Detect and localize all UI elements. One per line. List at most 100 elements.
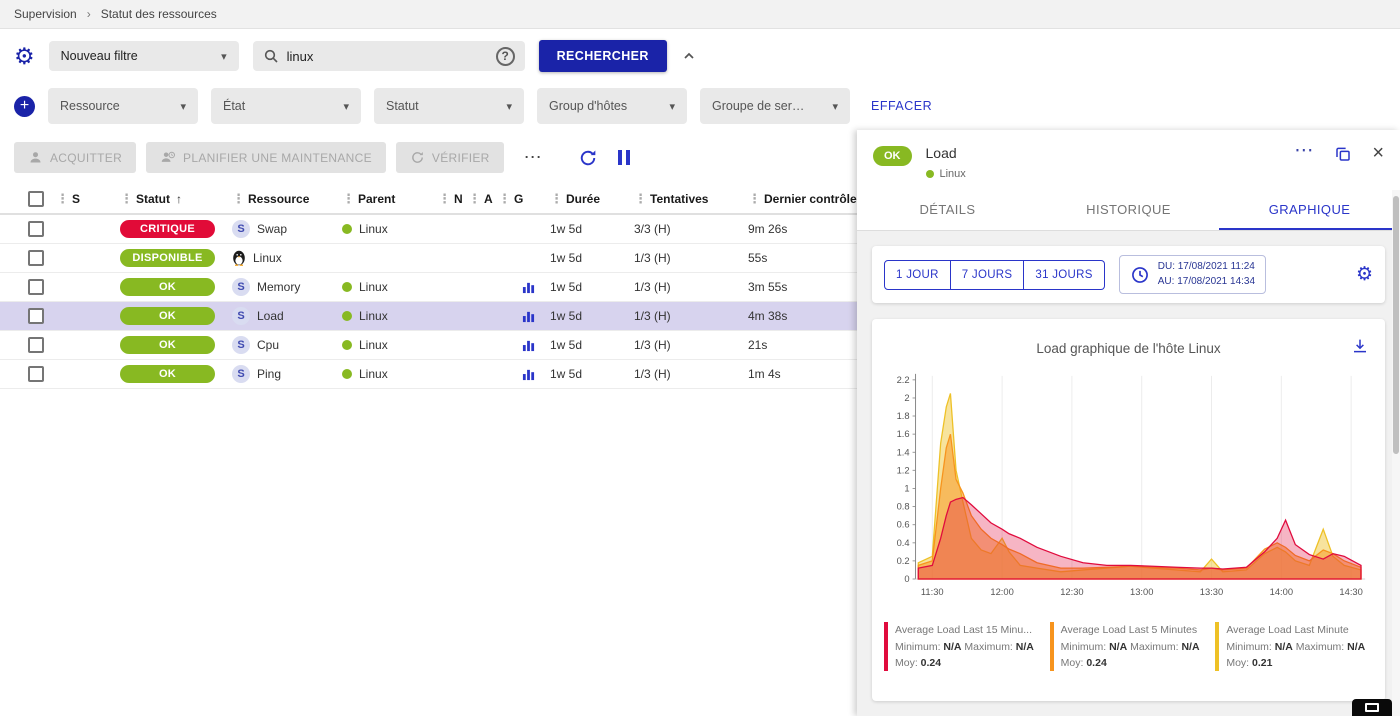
tab-details[interactable]: DÉTAILS (919, 202, 976, 217)
criteria-select-etat[interactable]: État ▾ (211, 88, 361, 124)
table-row[interactable]: CRITIQUE S Swap Linux 1w 5d 3/3 (H) 9m 26… (0, 215, 857, 244)
column-menu-icon[interactable]: ⋮ (748, 191, 761, 206)
check-button[interactable]: VÉRIFIER (395, 142, 504, 173)
filter-area: ⚙ Nouveau filtre ▾ ? RECHERCHER + Ressou… (0, 29, 1400, 130)
load-chart-area[interactable]: 11:30 12:00 12:30 13:00 13:30 14:00 14:30 0 0.2 0… (882, 368, 1375, 616)
row-checkbox[interactable] (28, 337, 44, 353)
panel-title: Load (925, 145, 957, 161)
range-1day-button[interactable]: 1 JOUR (884, 259, 951, 290)
resource-name: Load (257, 309, 284, 323)
column-header-duration[interactable]: ⋮ Durée (550, 191, 601, 206)
graph-icon[interactable] (522, 281, 535, 294)
column-menu-icon[interactable]: ⋮ (120, 191, 133, 206)
row-checkbox[interactable] (28, 221, 44, 237)
column-header-resource[interactable]: ⋮ Ressource (232, 191, 310, 206)
column-header-a[interactable]: ⋮ A (468, 191, 493, 206)
graph-icon[interactable] (522, 339, 535, 352)
breadcrumb-item-supervision[interactable]: Supervision (14, 7, 77, 21)
status-badge: OK (120, 336, 215, 354)
svg-text:13:30: 13:30 (1200, 587, 1223, 597)
tab-historique[interactable]: HISTORIQUE (1086, 202, 1171, 217)
table-row[interactable]: DISPONIBLE Linux 1w 5d 1/3 (H) 55s (0, 244, 857, 273)
maintenance-icon (160, 150, 176, 165)
column-menu-icon[interactable]: ⋮ (438, 191, 451, 206)
duration-cell: 1w 5d (550, 309, 583, 323)
more-actions-button[interactable]: ⋯ (514, 147, 554, 168)
criteria-select-statut[interactable]: Statut ▾ (374, 88, 524, 124)
column-menu-icon[interactable]: ⋮ (468, 191, 481, 206)
column-header-g[interactable]: ⋮ G (498, 191, 524, 206)
custom-period-box[interactable]: DU: 17/08/2021 11:24 AU: 17/08/2021 14:3… (1118, 255, 1267, 294)
status-badge: OK (873, 146, 912, 166)
search-input[interactable] (286, 48, 488, 64)
scrollbar-thumb[interactable] (1393, 196, 1399, 454)
column-header-parent[interactable]: ⋮ Parent (342, 191, 396, 206)
add-criteria-button[interactable]: + (14, 95, 35, 117)
row-checkbox[interactable] (28, 366, 44, 382)
help-icon[interactable]: ? (495, 46, 515, 66)
pause-autorefresh-icon[interactable] (617, 150, 630, 165)
legend-item[interactable]: Average Load Last Minute Minimum: N/A Ma… (1215, 622, 1373, 672)
search-box[interactable]: ? (252, 41, 525, 71)
resource-name: Cpu (257, 338, 280, 352)
row-checkbox[interactable] (28, 250, 44, 266)
tab-graphique[interactable]: GRAPHIQUE (1219, 190, 1400, 230)
column-menu-icon[interactable]: ⋮ (56, 191, 69, 206)
svg-text:1: 1 (904, 483, 909, 493)
panel-body: 1 JOUR 7 JOURS 31 JOURS DU: 17/08/2021 1… (857, 231, 1400, 716)
column-menu-icon[interactable]: ⋮ (232, 191, 245, 206)
select-all-checkbox[interactable] (28, 191, 44, 207)
downtime-button[interactable]: PLANIFIER UNE MAINTENANCE (146, 142, 386, 173)
range-7days-button[interactable]: 7 JOURS (950, 259, 1025, 290)
table-row[interactable]: OK S Load Linux 1w 5d 1/3 (H) 4m 38s (0, 302, 857, 331)
filter-settings-gear-icon[interactable]: ⚙ (14, 42, 35, 69)
svg-text:11:30: 11:30 (921, 587, 944, 597)
column-menu-icon[interactable]: ⋮ (342, 191, 355, 206)
row-checkbox[interactable] (28, 308, 44, 324)
criteria-select-hostgroup[interactable]: Group d'hôtes ▾ (537, 88, 687, 124)
graph-settings-gear-icon[interactable]: ⚙ (1355, 264, 1373, 285)
sort-asc-icon: ↑ (176, 192, 182, 206)
chevron-down-icon: ▾ (180, 100, 186, 113)
column-header-tries[interactable]: ⋮ Tentatives (634, 191, 709, 206)
column-menu-icon[interactable]: ⋮ (634, 191, 647, 206)
search-button[interactable]: RECHERCHER (538, 40, 667, 72)
column-menu-icon[interactable]: ⋮ (498, 191, 511, 206)
range-31days-button[interactable]: 31 JOURS (1024, 259, 1105, 290)
legend-item[interactable]: Average Load Last 15 Minu... Minimum: N/… (884, 622, 1042, 672)
graph-icon[interactable] (522, 368, 535, 381)
criteria-select-resource[interactable]: Ressource ▾ (48, 88, 198, 124)
chevron-down-icon: ▾ (506, 100, 512, 113)
legend-item[interactable]: Average Load Last 5 Minutes Minimum: N/A… (1049, 622, 1208, 672)
table-row[interactable]: OK S Cpu Linux 1w 5d 1/3 (H) 21s (0, 331, 857, 360)
column-header-lastcheck[interactable]: ⋮ Dernier contrôle (748, 191, 857, 206)
column-header-severity[interactable]: ⋮ S (56, 191, 81, 206)
saved-filter-select[interactable]: Nouveau filtre ▾ (48, 41, 239, 71)
person-icon (28, 150, 43, 165)
svg-text:14:00: 14:00 (1270, 587, 1293, 597)
status-dot (342, 282, 352, 292)
close-panel-icon[interactable]: × (1372, 142, 1384, 164)
column-header-n[interactable]: ⋮ N (438, 191, 463, 206)
graph-icon[interactable] (522, 310, 535, 323)
panel-more-icon[interactable]: ⋯ (1294, 140, 1315, 161)
acknowledge-button[interactable]: ACQUITTER (14, 142, 137, 173)
legend-color-bar (1049, 622, 1054, 672)
table-row[interactable]: OK S Ping Linux 1w 5d 1/3 (H) 1m 4s (0, 360, 857, 389)
panel-host: Linux (939, 168, 966, 180)
copy-link-icon[interactable] (1334, 145, 1352, 163)
tries-cell: 1/3 (H) (634, 367, 671, 381)
breadcrumb-separator-icon: › (86, 7, 91, 21)
graph-card: Load graphique de l'hôte Linux 11:30 12:0… (872, 319, 1385, 701)
refresh-list-icon[interactable] (578, 148, 598, 168)
clear-filters-button[interactable]: EFFACER (871, 99, 933, 113)
row-checkbox[interactable] (28, 279, 44, 295)
column-header-status[interactable]: ⋮ Statut ↑ (120, 191, 182, 206)
chevron-up-icon[interactable] (681, 48, 697, 64)
svg-text:12:30: 12:30 (1060, 587, 1083, 597)
criteria-select-servicegroup[interactable]: Groupe de ser… ▾ (700, 88, 850, 124)
column-menu-icon[interactable]: ⋮ (550, 191, 563, 206)
download-icon[interactable] (1351, 337, 1369, 355)
table-row[interactable]: OK S Memory Linux 1w 5d 1/3 (H) 3m 55s (0, 273, 857, 302)
graph-title: Load graphique de l'hôte Linux (1036, 341, 1221, 356)
